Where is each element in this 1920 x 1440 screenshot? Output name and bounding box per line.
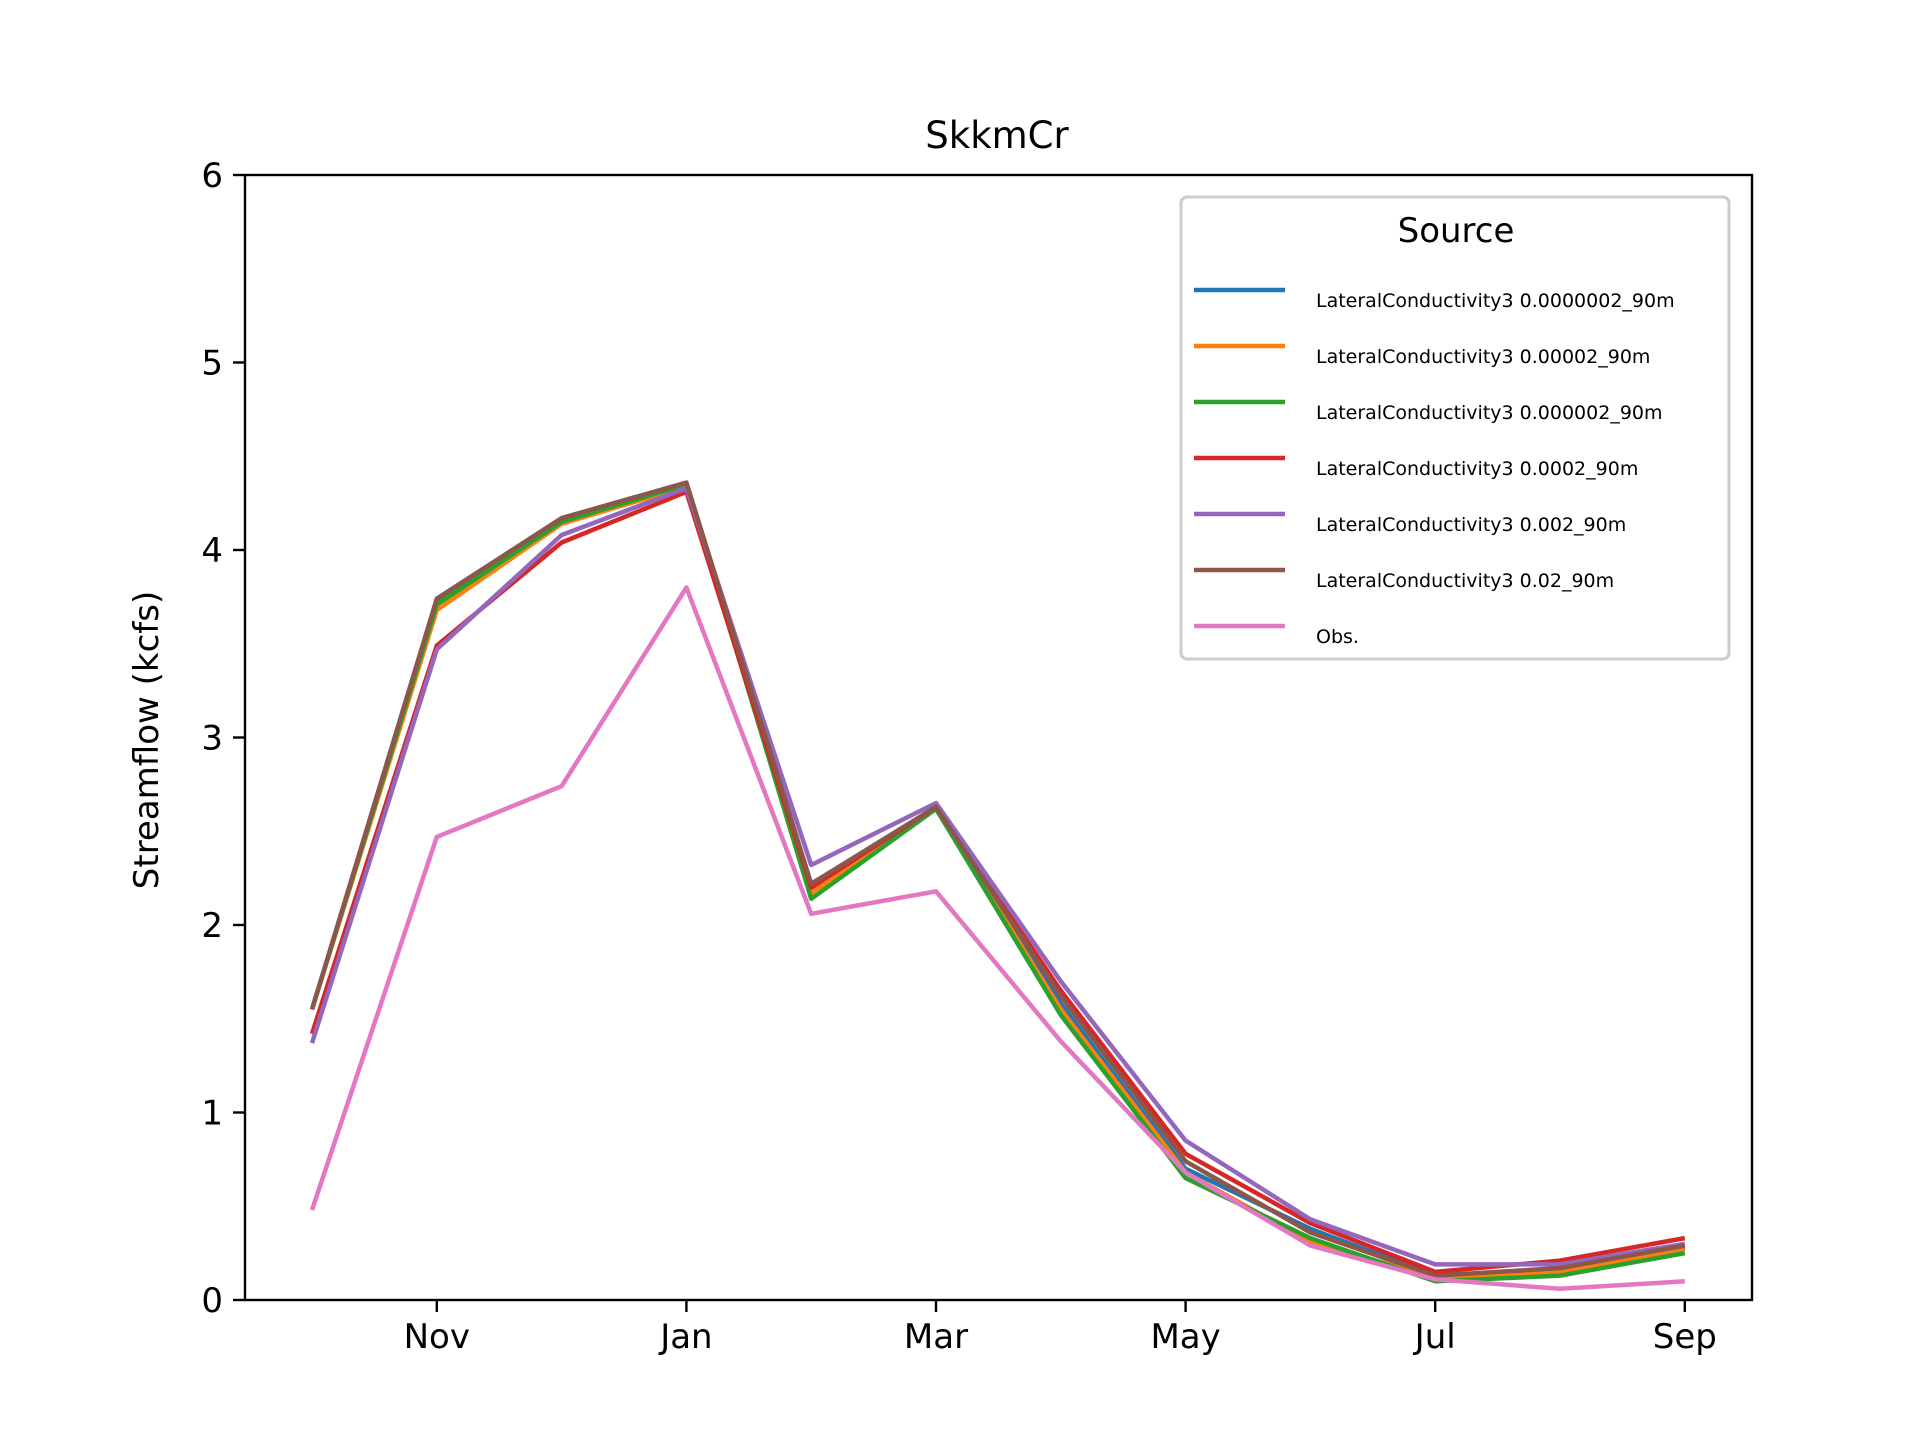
- y-tick-label: 0: [201, 1281, 223, 1321]
- y-tick-label: 4: [201, 531, 223, 571]
- plot-area: [243, 173, 1754, 1302]
- chart-title: SkkmCr: [925, 114, 1069, 157]
- x-tick-label: Nov: [404, 1317, 470, 1357]
- legend-label: LateralConductivity3 0.02_90m: [1316, 570, 1614, 592]
- y-axis-label: Streamflow (kcfs): [127, 591, 167, 889]
- x-axis: Nov Jan Mar May Jul Sep: [404, 1300, 1717, 1357]
- x-tick-label: Sep: [1653, 1317, 1717, 1357]
- legend-title: Source: [1398, 211, 1515, 251]
- legend: Source LateralConductivity3 0.0000002_90…: [1179, 195, 1731, 661]
- legend-label: LateralConductivity3 0.000002_90m: [1316, 402, 1663, 424]
- y-axis: 0 1 2 3 4 5 6: [201, 156, 245, 1321]
- x-tick-label: May: [1150, 1317, 1220, 1357]
- x-tick-label: Mar: [904, 1317, 968, 1357]
- series-lines: [309, 480, 1686, 1292]
- y-tick-label: 6: [201, 156, 223, 196]
- legend-box: [1179, 195, 1731, 661]
- legend-label: LateralConductivity3 0.0002_90m: [1316, 458, 1638, 480]
- y-tick-label: 2: [201, 906, 223, 946]
- y-tick-label: 3: [201, 719, 223, 759]
- y-tick-label: 1: [201, 1094, 223, 1134]
- series-line-6: [309, 585, 1685, 1292]
- x-tick-label: Jul: [1413, 1317, 1456, 1357]
- series-line-4: [309, 485, 1686, 1267]
- legend-items: LateralConductivity3 0.0000002_90m Latera…: [1194, 287, 1675, 648]
- legend-label: Obs.: [1316, 626, 1359, 648]
- y-tick-label: 5: [201, 344, 223, 384]
- legend-label: LateralConductivity3 0.00002_90m: [1316, 346, 1650, 368]
- x-tick-label: Jan: [658, 1317, 712, 1357]
- legend-label: LateralConductivity3 0.0000002_90m: [1316, 290, 1675, 312]
- series-line-5: [309, 480, 1686, 1278]
- legend-label: LateralConductivity3 0.002_90m: [1316, 514, 1626, 536]
